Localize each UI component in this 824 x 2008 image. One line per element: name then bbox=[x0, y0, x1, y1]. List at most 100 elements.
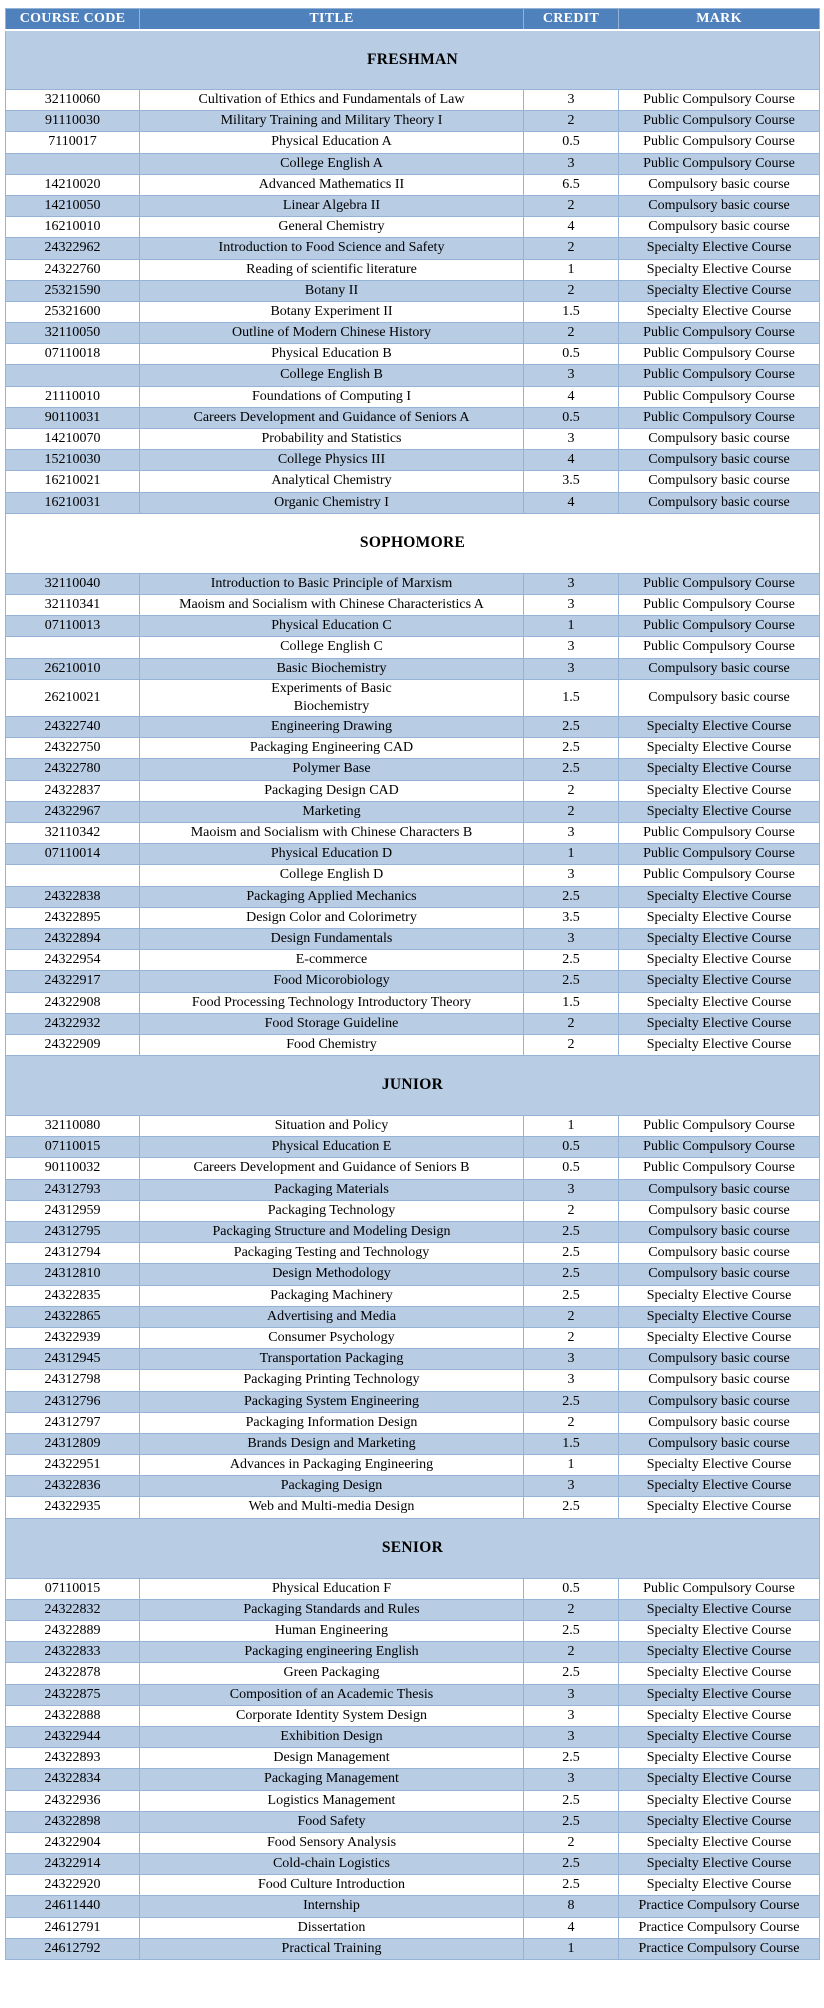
course-row: 24322865 Advertising and Media 2 Specialty … bbox=[5, 1305, 820, 1328]
course-title-cell: Design Color and Colorimetry bbox=[139, 906, 524, 929]
mark-cell: Compulsory basic course bbox=[618, 491, 820, 514]
course-code-cell: 24312794 bbox=[5, 1242, 140, 1265]
credit-cell: 2 bbox=[523, 110, 619, 133]
course-code-cell: 90110031 bbox=[5, 406, 140, 430]
credit-cell: 2 bbox=[523, 1305, 619, 1328]
course-row: 14210070 Probability and Statistics 3 Compu… bbox=[5, 427, 820, 451]
course-row: 90110032 Careers Development and Guidance… bbox=[5, 1157, 820, 1180]
mark-cell: Compulsory basic course bbox=[618, 194, 820, 218]
course-code-cell: 24322944 bbox=[5, 1725, 140, 1749]
course-row: 91110030 Military Training and Military T… bbox=[5, 110, 820, 133]
mark-cell: Public Compulsory Course bbox=[618, 864, 820, 887]
course-code-cell: 24322920 bbox=[5, 1874, 140, 1897]
credit-cell: 3.5 bbox=[523, 470, 619, 493]
course-title-cell: Food Sensory Analysis bbox=[139, 1831, 524, 1855]
credit-cell: 4 bbox=[523, 1916, 619, 1939]
mark-cell: Specialty Elective Course bbox=[618, 991, 820, 1014]
course-row: 24312793 Packaging Materials 3 Compulsory b… bbox=[5, 1178, 820, 1201]
mark-cell: Public Compulsory Course bbox=[618, 385, 820, 408]
mark-cell: Specialty Elective Course bbox=[618, 1305, 820, 1328]
course-row: 24322967 Marketing 2 Specialty Elective Cou… bbox=[5, 800, 820, 824]
course-code-cell: 24322894 bbox=[5, 927, 140, 951]
course-title-cell: Packaging System Engineering bbox=[139, 1390, 524, 1413]
course-code-cell: 14210020 bbox=[5, 173, 140, 196]
credit-cell: 3 bbox=[523, 927, 619, 951]
credit-cell: 2.5 bbox=[523, 885, 619, 908]
course-title-cell: Food Safety bbox=[139, 1810, 524, 1833]
mark-cell: Practice Compulsory Course bbox=[618, 1937, 820, 1961]
credit-cell: 3 bbox=[523, 1475, 619, 1498]
credit-cell: 1 bbox=[523, 1937, 619, 1961]
credit-cell: 1.5 bbox=[523, 991, 619, 1014]
course-row: 24312959 Packaging Technology 2 Compulsory … bbox=[5, 1199, 820, 1223]
credit-cell: 2.5 bbox=[523, 1263, 619, 1286]
mark-cell: Specialty Elective Course bbox=[618, 1496, 820, 1519]
course-row: 32110080 Situation and Policy 1 Public Comp… bbox=[5, 1115, 820, 1138]
course-row: 24312809 Brands Design and Marketing 1.5 Co… bbox=[5, 1432, 820, 1456]
mark-cell: Compulsory basic course bbox=[618, 1220, 820, 1244]
course-title-cell: Packaging Management bbox=[139, 1768, 524, 1791]
course-row: 21110010 Foundations of Computing I 4 Publi… bbox=[5, 385, 820, 408]
course-row: 24312795 Packaging Structure and Modeling… bbox=[5, 1220, 820, 1244]
course-row: 24322920 Food Culture Introduction 2.5 Spec… bbox=[5, 1874, 820, 1897]
credit-cell: 1 bbox=[523, 258, 619, 281]
course-title-cell: College Physics III bbox=[139, 449, 524, 472]
course-code-cell: 24322750 bbox=[5, 737, 140, 760]
course-row: 24322917 Food Micorobiology 2.5 Specialty E… bbox=[5, 970, 820, 993]
mark-cell: Public Compulsory Course bbox=[618, 131, 820, 154]
course-row: 07110015 Physical Education E 0.5 Public Co… bbox=[5, 1136, 820, 1159]
course-row: 07110014 Physical Education D 1 Public Comp… bbox=[5, 843, 820, 866]
course-title-cell: Careers Development and Guidance of Seni… bbox=[139, 406, 524, 430]
course-code-cell: 26210021 bbox=[5, 678, 140, 718]
course-row: 07110018 Physical Education B 0.5 Public Co… bbox=[5, 343, 820, 366]
course-title-cell: Design Management bbox=[139, 1747, 524, 1770]
course-row: 15210030 College Physics III 4 Compulsory b… bbox=[5, 449, 820, 472]
course-code-cell: 24322909 bbox=[5, 1033, 140, 1057]
course-title-cell: Advances in Packaging Engineering bbox=[139, 1454, 524, 1477]
course-row: 24322944 Exhibition Design 3 Specialty Elec… bbox=[5, 1725, 820, 1749]
course-code-cell: 07110013 bbox=[5, 615, 140, 638]
course-code-cell: 24322760 bbox=[5, 258, 140, 281]
course-title-cell: Introduction to Basic Principle of Marxi… bbox=[139, 572, 524, 595]
course-title-cell: Foundations of Computing I bbox=[139, 385, 524, 408]
section-band-row: SENIOR bbox=[5, 1517, 820, 1579]
mark-cell: Public Compulsory Course bbox=[618, 1577, 820, 1600]
credit-cell: 2.5 bbox=[523, 1662, 619, 1685]
course-code-cell: 32110341 bbox=[5, 593, 140, 617]
credit-cell: 3 bbox=[523, 1768, 619, 1791]
course-code-cell: 14210050 bbox=[5, 194, 140, 218]
course-code-cell bbox=[5, 636, 140, 659]
course-code-cell: 90110032 bbox=[5, 1157, 140, 1180]
course-code-cell: 24322865 bbox=[5, 1305, 140, 1328]
course-code-cell: 24322967 bbox=[5, 800, 140, 824]
course-row: 24322832 Packaging Standards and Rules 2 Sp… bbox=[5, 1598, 820, 1622]
course-code-cell: 24322833 bbox=[5, 1641, 140, 1664]
course-row: 24312945 Transportation Packaging 3 Compuls… bbox=[5, 1348, 820, 1371]
credit-cell: 3.5 bbox=[523, 906, 619, 929]
course-code-cell: 91110030 bbox=[5, 110, 140, 133]
course-title-cell: Physical Education C bbox=[139, 615, 524, 638]
course-title-cell: Packaging Information Design bbox=[139, 1411, 524, 1434]
mark-cell: Specialty Elective Course bbox=[618, 1725, 820, 1749]
credit-cell: 2.5 bbox=[523, 1810, 619, 1833]
course-code-cell: 24322837 bbox=[5, 779, 140, 802]
column-header-mark: MARK bbox=[618, 8, 820, 31]
course-code-cell: 14210070 bbox=[5, 427, 140, 451]
mark-cell: Compulsory basic course bbox=[618, 1178, 820, 1201]
column-header-course-code: COURSE CODE bbox=[5, 8, 140, 31]
course-code-cell: 25321600 bbox=[5, 300, 140, 324]
mark-cell: Specialty Elective Course bbox=[618, 927, 820, 951]
credit-cell: 0.5 bbox=[523, 1136, 619, 1159]
credit-cell: 2 bbox=[523, 1199, 619, 1223]
course-title-cell: Careers Development and Guidance of Seni… bbox=[139, 1157, 524, 1180]
credit-cell: 2 bbox=[523, 279, 619, 302]
credit-cell: 1 bbox=[523, 843, 619, 866]
course-row: 32110342 Maoism and Socialism with Chines… bbox=[5, 821, 820, 845]
mark-cell: Specialty Elective Course bbox=[618, 1810, 820, 1833]
section-title-sophomore: SOPHOMORE bbox=[5, 512, 820, 574]
mark-cell: Compulsory basic course bbox=[618, 1263, 820, 1286]
credit-cell: 2 bbox=[523, 800, 619, 824]
mark-cell: Specialty Elective Course bbox=[618, 279, 820, 302]
course-row: 24322888 Corporate Identity System Design… bbox=[5, 1704, 820, 1727]
course-title-cell: Dissertation bbox=[139, 1916, 524, 1939]
